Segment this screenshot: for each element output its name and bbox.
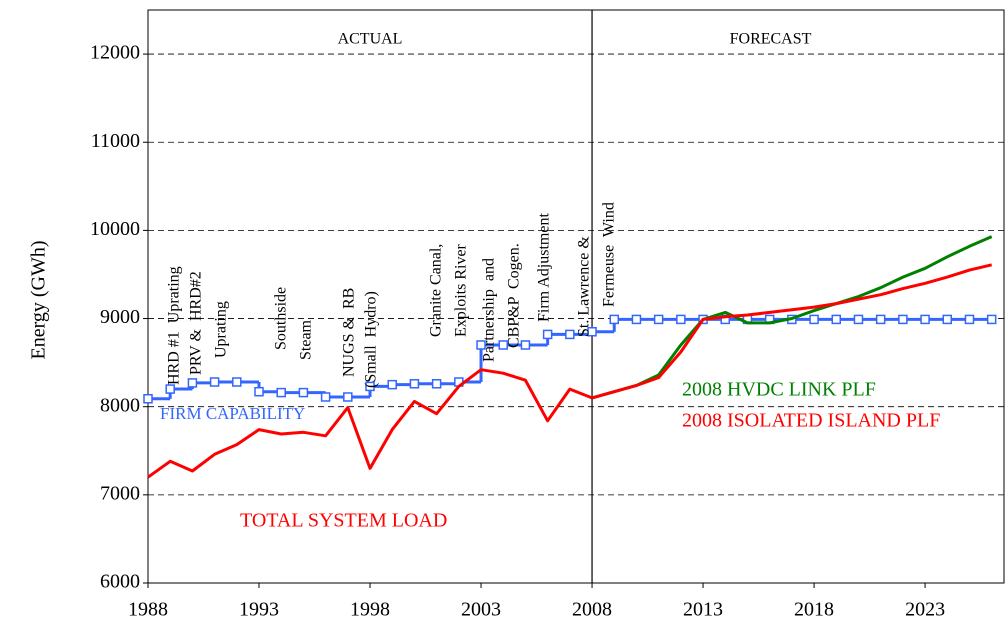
- marker: [986, 314, 997, 325]
- marker: [964, 314, 975, 325]
- series-line: [147, 368, 593, 479]
- marker: [676, 314, 686, 325]
- annotation: Southside: [273, 287, 290, 350]
- y-tick-label: 9000: [100, 306, 140, 328]
- marker: [942, 314, 953, 325]
- series-label: 2008 HVDC LINK PLF: [682, 379, 876, 401]
- y-tick-label: 11000: [91, 130, 140, 152]
- annotation: Firm Adjustment: [536, 213, 553, 322]
- marker: [165, 384, 175, 394]
- region-label: FORECAST: [730, 31, 812, 48]
- marker: [875, 314, 886, 325]
- annotation: Exploits River: [453, 243, 470, 337]
- marker: [365, 381, 375, 392]
- marker: [298, 387, 309, 398]
- x-tick-label: 1993: [239, 599, 279, 621]
- y-tick-label: 7000: [100, 482, 140, 504]
- series-label: FIRM CAPABILITY: [160, 404, 305, 423]
- marker: [476, 340, 486, 350]
- marker: [565, 329, 575, 340]
- annotation: CBP&P Cogen.: [506, 243, 523, 348]
- region-label: ACTUAL: [338, 31, 403, 48]
- series-line: [591, 235, 993, 400]
- x-tick-label: 2023: [905, 599, 945, 621]
- marker: [653, 314, 664, 325]
- marker: [187, 378, 198, 388]
- x-tick-label: 1998: [350, 599, 390, 621]
- annotation: NUGS & RB: [341, 288, 358, 377]
- y-tick-label: 12000: [90, 42, 140, 64]
- series-label: 2008 ISOLATED ISLAND PLF: [682, 410, 940, 432]
- marker: [320, 392, 331, 402]
- annotation: St. Lawrence &: [576, 236, 593, 337]
- y-tick-label: 6000: [100, 571, 140, 593]
- y-axis-title: Energy (GWh): [28, 240, 50, 359]
- marker: [498, 340, 508, 350]
- marker: [853, 314, 864, 325]
- marker: [143, 394, 153, 404]
- marker: [276, 387, 286, 398]
- series-label: TOTAL SYSTEM LOAD: [240, 510, 447, 532]
- marker: [409, 379, 420, 389]
- marker: [520, 340, 531, 350]
- series-line: [591, 263, 993, 400]
- marker: [254, 386, 264, 397]
- y-tick-label: 8000: [100, 394, 140, 416]
- marker: [609, 314, 619, 325]
- marker: [631, 314, 642, 325]
- y-tick-label: 10000: [90, 218, 140, 240]
- annotation: Partnership and: [481, 258, 498, 362]
- x-tick-label: 2008: [572, 599, 612, 621]
- x-tick-label: 2003: [461, 599, 501, 621]
- annotation: Uprating: [213, 301, 230, 358]
- marker: [232, 377, 242, 387]
- marker: [431, 379, 442, 389]
- marker: [920, 314, 930, 325]
- x-tick-label: 2018: [794, 599, 834, 621]
- marker: [898, 314, 908, 325]
- annotation: Steam: [298, 319, 315, 360]
- marker: [542, 329, 553, 340]
- annotation: (Small Hydro): [363, 291, 380, 388]
- annotation: Granite Canal,: [428, 244, 445, 337]
- x-tick-label: 2013: [683, 599, 723, 621]
- marker: [209, 377, 220, 387]
- annotation: PRV & HRD#2: [188, 271, 205, 375]
- annotation: Fermeuse Wind: [601, 202, 618, 307]
- plot-frame: [147, 9, 1005, 584]
- marker: [343, 392, 353, 402]
- marker: [809, 314, 819, 325]
- x-tick-label: 1988: [128, 599, 168, 621]
- marker: [831, 314, 842, 325]
- annotation: HRD #1 Uprating: [166, 266, 183, 385]
- marker: [387, 379, 397, 390]
- marker: [587, 327, 597, 337]
